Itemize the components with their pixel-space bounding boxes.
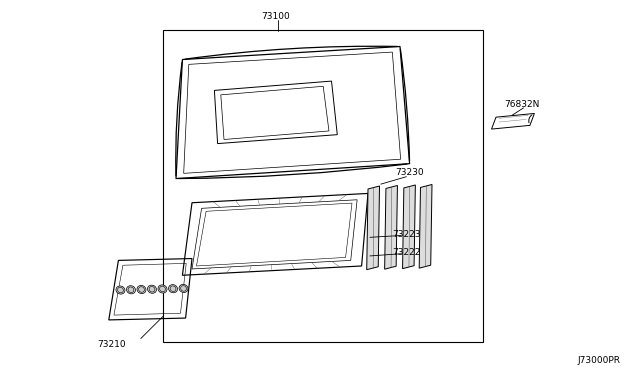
Bar xyxy=(163,30,483,342)
Text: 73210: 73210 xyxy=(98,340,126,349)
Ellipse shape xyxy=(147,285,157,293)
Ellipse shape xyxy=(137,285,146,294)
Ellipse shape xyxy=(168,285,177,293)
Text: 76832N: 76832N xyxy=(504,100,540,109)
Text: 73223: 73223 xyxy=(392,230,420,239)
Text: 73100: 73100 xyxy=(261,12,289,21)
Polygon shape xyxy=(419,185,432,268)
Polygon shape xyxy=(367,186,380,270)
Polygon shape xyxy=(385,186,397,269)
Ellipse shape xyxy=(179,284,188,292)
Text: 73230: 73230 xyxy=(396,169,424,177)
Text: 73222: 73222 xyxy=(392,248,420,257)
Text: J73000PR: J73000PR xyxy=(578,356,621,365)
Ellipse shape xyxy=(158,285,167,293)
Ellipse shape xyxy=(127,286,136,294)
Polygon shape xyxy=(403,185,415,269)
Ellipse shape xyxy=(116,286,125,294)
